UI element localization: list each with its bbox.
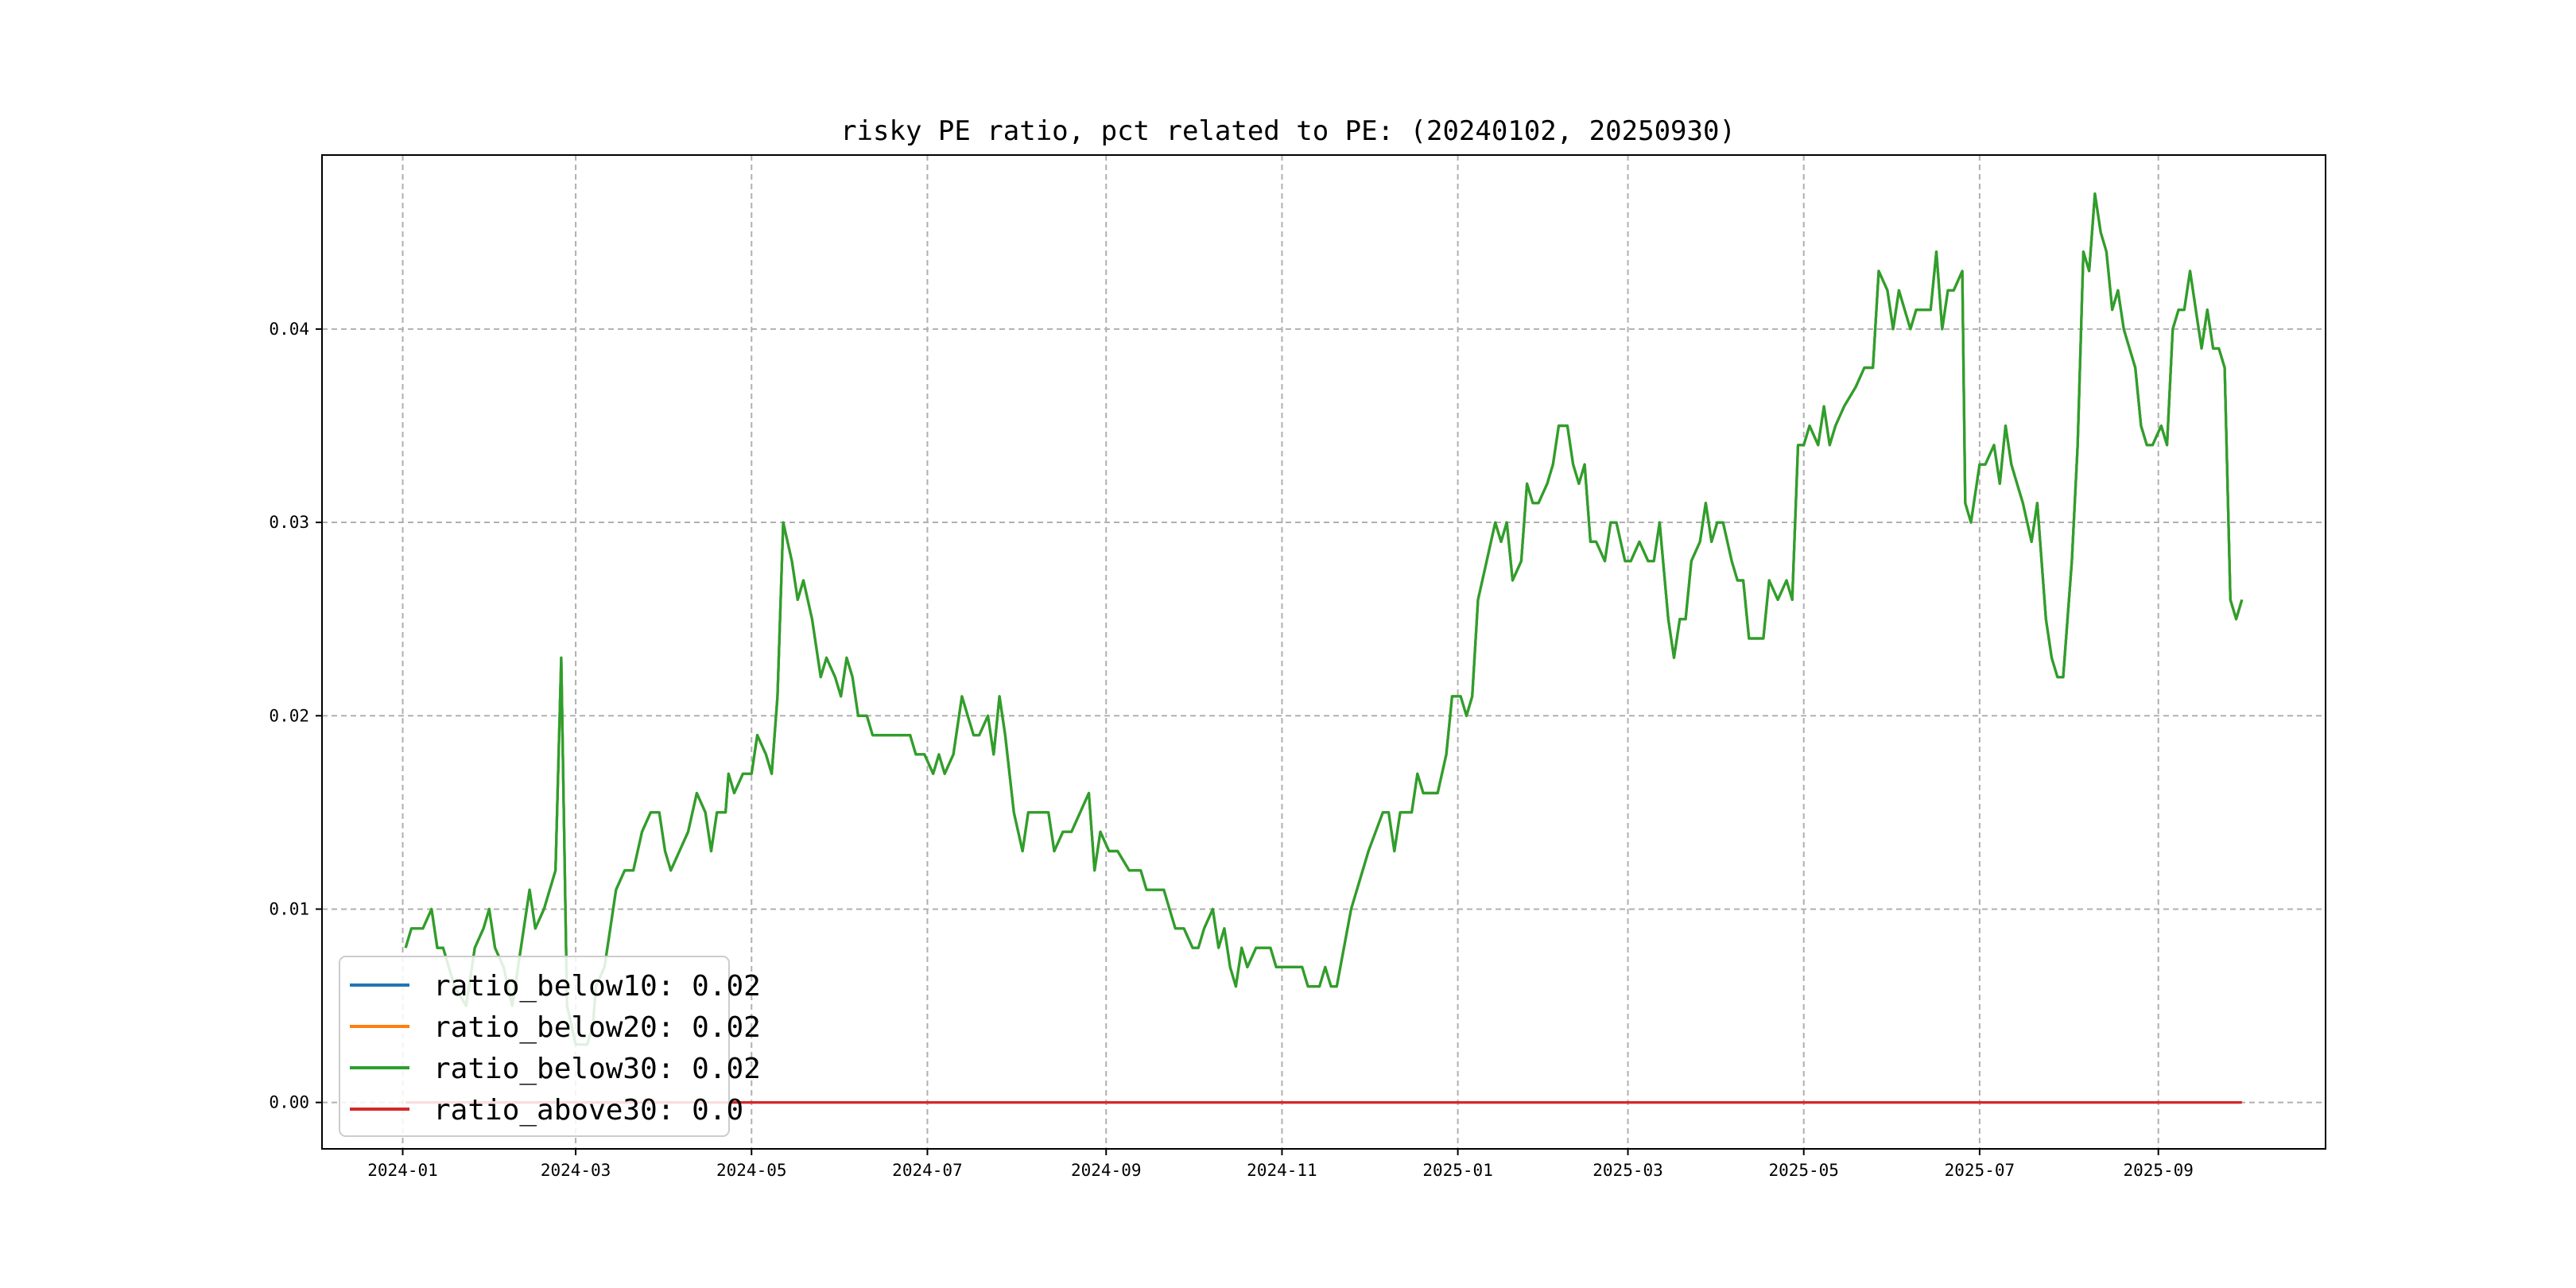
- x-tick-label: 2025-01: [1422, 1161, 1493, 1180]
- y-tick-label: 0.00: [269, 1093, 309, 1112]
- x-tick-label: 2025-03: [1593, 1161, 1663, 1180]
- x-tick-label: 2024-09: [1071, 1161, 1142, 1180]
- x-tick-label: 2024-03: [541, 1161, 611, 1180]
- x-tick-label: 2024-01: [367, 1161, 438, 1180]
- y-tick-label: 0.01: [269, 899, 309, 918]
- legend-box: [339, 956, 730, 1137]
- y-tick-label: 0.03: [269, 513, 309, 532]
- series-line-ratio-below30: [404, 192, 2244, 1046]
- x-tick-label: 2025-07: [1945, 1161, 2015, 1180]
- axis-ticks: 2024-01 2024-03 2024-05 2024-07 2024-09 2024-…: [269, 320, 2194, 1180]
- x-tick-label: 2024-11: [1247, 1161, 1317, 1180]
- legend-label-ratio-below20: ratio_below20: 0.02: [433, 1011, 761, 1044]
- plot-frame: [321, 154, 2326, 1150]
- x-tick-label: 2025-05: [1768, 1161, 1839, 1180]
- legend-label-ratio-above30: ratio_above30: 0.0: [433, 1094, 743, 1127]
- legend-label-ratio-below10: ratio_below10: 0.02: [433, 970, 761, 1003]
- x-tick-label: 2024-05: [716, 1161, 787, 1180]
- legend: ratio_below10: 0.02 ratio_below20: 0.02 …: [339, 956, 761, 1137]
- chart-title: risky PE ratio, pct related to PE: (2024…: [840, 115, 1736, 147]
- series-lines: [404, 192, 2244, 1104]
- x-tick-label: 2025-09: [2123, 1161, 2194, 1180]
- x-tick-label: 2024-07: [892, 1161, 963, 1180]
- y-tick-label: 0.02: [269, 706, 309, 725]
- legend-label-ratio-below30: ratio_below30: 0.02: [433, 1053, 761, 1085]
- y-tick-label: 0.04: [269, 320, 309, 339]
